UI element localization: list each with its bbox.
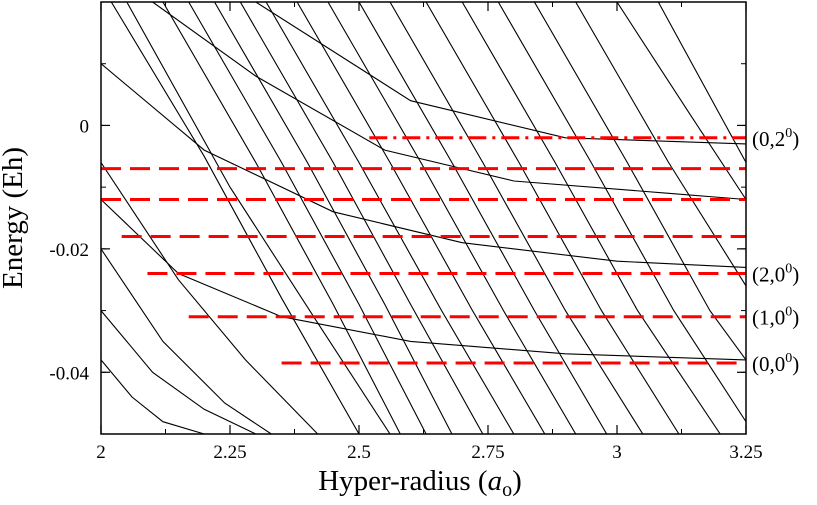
threshold-label: (0,20) bbox=[752, 126, 799, 151]
threshold-label: (2,00) bbox=[752, 262, 799, 287]
potential-curve-22 bbox=[425, 2, 680, 434]
potential-curve-14 bbox=[101, 199, 746, 361]
potential-curve-15 bbox=[255, 2, 746, 145]
potential-curve-2 bbox=[101, 162, 319, 434]
potential-curve-18 bbox=[188, 2, 427, 434]
potential-curve-11 bbox=[616, 2, 746, 200]
x-axis-title: Hyper-radius (ao) bbox=[318, 465, 522, 501]
x-tick-label: 2.75 bbox=[471, 442, 504, 463]
potential-curve-19 bbox=[239, 2, 484, 434]
potential-curve-21 bbox=[358, 2, 608, 434]
x-tick-label: 2 bbox=[96, 442, 106, 463]
y-axis-title: Energy (Eh) bbox=[0, 147, 29, 289]
potential-curve-12 bbox=[152, 2, 746, 201]
y-tick-label: -0.04 bbox=[49, 363, 89, 384]
x-axis: 2 2.25 2.5 2.75 3 3.25 bbox=[96, 2, 763, 463]
potential-curve-17 bbox=[126, 2, 391, 434]
y-tick-label: 0 bbox=[80, 116, 90, 137]
potential-curve-3 bbox=[110, 2, 360, 434]
x-tick-label: 3.25 bbox=[729, 442, 762, 463]
y-tick-label: -0.02 bbox=[49, 240, 89, 261]
plot-frame bbox=[100, 1, 747, 435]
y-axis: 0 -0.02 -0.04 bbox=[49, 1, 746, 435]
threshold-label: (0,00) bbox=[752, 351, 799, 376]
potential-curve-10 bbox=[533, 2, 746, 361]
potential-curve-7 bbox=[327, 2, 577, 434]
potential-curve-24 bbox=[575, 2, 746, 287]
potential-curve-1 bbox=[101, 248, 272, 434]
potential-curve-8 bbox=[389, 2, 644, 434]
potential-curve-4 bbox=[162, 2, 401, 434]
x-tick-label: 2.5 bbox=[347, 442, 371, 463]
x-tick-label: 3 bbox=[612, 442, 622, 463]
potential-curve-13 bbox=[101, 63, 746, 268]
potential-curve-25 bbox=[657, 2, 746, 163]
threshold-labels: (0,00) (1,00) (2,00) (0,20) bbox=[752, 126, 799, 376]
x-tick-label: 2.25 bbox=[213, 442, 246, 463]
potential-curve-6 bbox=[265, 2, 515, 434]
potential-curve-0 bbox=[101, 359, 205, 434]
potential-curve-20 bbox=[296, 2, 546, 434]
potential-curve-5 bbox=[214, 2, 453, 434]
potential-curve-16 bbox=[101, 310, 257, 434]
threshold-lines bbox=[101, 136, 746, 365]
threshold-label: (1,00) bbox=[752, 305, 799, 330]
potential-curves bbox=[101, 2, 746, 434]
potential-curve-9 bbox=[461, 2, 721, 434]
